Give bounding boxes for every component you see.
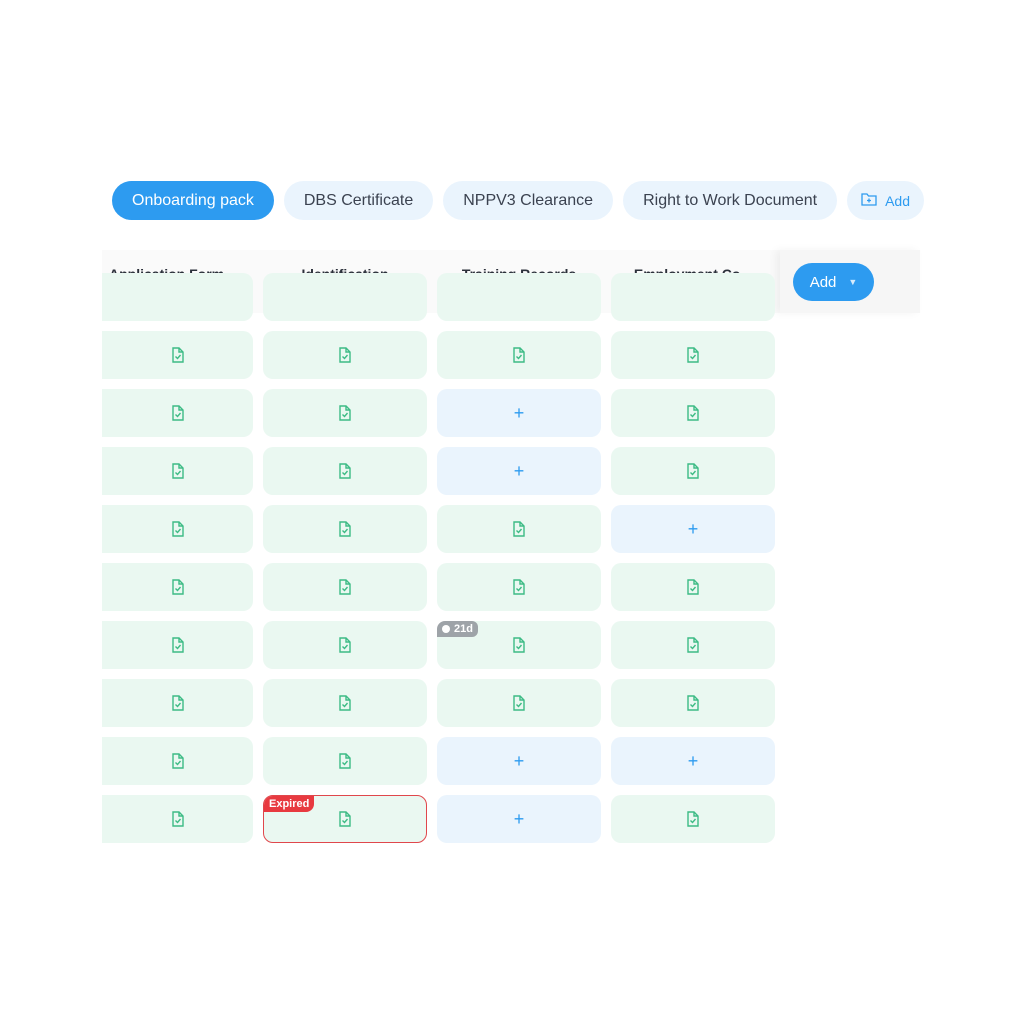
document-cell[interactable] [263,621,427,669]
document-check-icon [686,347,700,363]
document-cell[interactable] [102,679,253,727]
document-cell[interactable] [611,447,775,495]
add-column-button[interactable]: Add ▼ [793,263,874,301]
add-tab-button[interactable]: Add [847,181,924,220]
document-cell[interactable] [102,737,253,785]
document-cell[interactable] [263,447,427,495]
document-check-icon [171,405,185,421]
add-document-cell[interactable]: + [611,505,775,553]
document-cell[interactable] [263,389,427,437]
document-check-icon [171,521,185,537]
document-check-icon [512,347,526,363]
document-check-icon [686,637,700,653]
document-check-icon [686,811,700,827]
document-grid: + + +21d + + Expired + [102,273,782,853]
document-check-icon [686,695,700,711]
add-document-cell[interactable]: + [437,389,601,437]
expired-badge: Expired [264,796,315,812]
grid-cell-partial[interactable] [263,273,427,321]
plus-icon: + [513,750,525,771]
document-pack-tabs: Onboarding pack DBS Certificate NPPV3 Clea… [112,181,924,220]
plus-icon: + [513,808,525,829]
document-check-icon [512,695,526,711]
document-check-icon [686,463,700,479]
document-check-icon [338,579,352,595]
add-tab-label: Add [885,192,910,209]
document-check-icon [171,463,185,479]
add-document-cell[interactable]: + [437,737,601,785]
tab-right-to-work-document[interactable]: Right to Work Document [623,181,838,220]
document-check-icon [338,753,352,769]
document-cell[interactable] [611,389,775,437]
document-cell[interactable] [437,331,601,379]
document-cell[interactable] [437,679,601,727]
document-cell[interactable] [263,563,427,611]
due-text: 21d [454,623,473,635]
document-check-icon [338,637,352,653]
grid-cell-partial[interactable] [437,273,601,321]
document-cell[interactable]: Expired [263,795,427,843]
add-column-area: Add ▼ [780,250,920,313]
plus-icon: + [687,518,699,539]
tab-nppv3-clearance[interactable]: NPPV3 Clearance [443,181,614,220]
document-cell[interactable] [437,505,601,553]
document-cell[interactable] [102,331,253,379]
add-document-cell[interactable]: + [437,447,601,495]
document-check-icon [686,579,700,595]
document-check-icon [338,811,352,827]
document-check-icon [171,347,185,363]
document-cell[interactable] [102,795,253,843]
document-check-icon [171,811,185,827]
add-label: Add [809,273,837,291]
grid-cell-partial[interactable] [102,273,253,321]
clock-icon [442,625,450,633]
document-check-icon [171,637,185,653]
document-cell[interactable] [611,679,775,727]
document-cell[interactable]: 21d [437,621,601,669]
folder-plus-icon [861,192,877,209]
document-check-icon [512,579,526,595]
document-cell[interactable] [102,563,253,611]
tab-onboarding-pack[interactable]: Onboarding pack [112,181,274,220]
document-cell[interactable] [611,563,775,611]
document-cell[interactable] [263,679,427,727]
document-cell[interactable] [263,331,427,379]
document-cell[interactable] [611,331,775,379]
document-cell[interactable] [102,505,253,553]
add-document-cell[interactable]: + [611,737,775,785]
document-check-icon [512,521,526,537]
document-check-icon [171,579,185,595]
document-cell[interactable] [437,563,601,611]
document-cell[interactable] [102,621,253,669]
document-cell[interactable] [263,505,427,553]
plus-icon: + [513,460,525,481]
tab-dbs-certificate[interactable]: DBS Certificate [283,181,434,220]
document-check-icon [171,695,185,711]
document-check-icon [686,405,700,421]
document-check-icon [338,347,352,363]
plus-icon: + [687,750,699,771]
grid-cell-partial[interactable] [611,273,775,321]
caret-down-icon: ▼ [848,277,858,287]
add-document-cell[interactable]: + [437,795,601,843]
document-cell[interactable] [611,621,775,669]
plus-icon: + [513,402,525,423]
document-check-icon [512,637,526,653]
document-check-icon [338,521,352,537]
document-cell[interactable] [263,737,427,785]
document-check-icon [338,463,352,479]
document-cell[interactable] [102,447,253,495]
document-cell[interactable] [611,795,775,843]
document-check-icon [338,695,352,711]
document-cell[interactable] [102,389,253,437]
document-check-icon [171,753,185,769]
document-check-icon [338,405,352,421]
due-badge: 21d [437,621,478,637]
